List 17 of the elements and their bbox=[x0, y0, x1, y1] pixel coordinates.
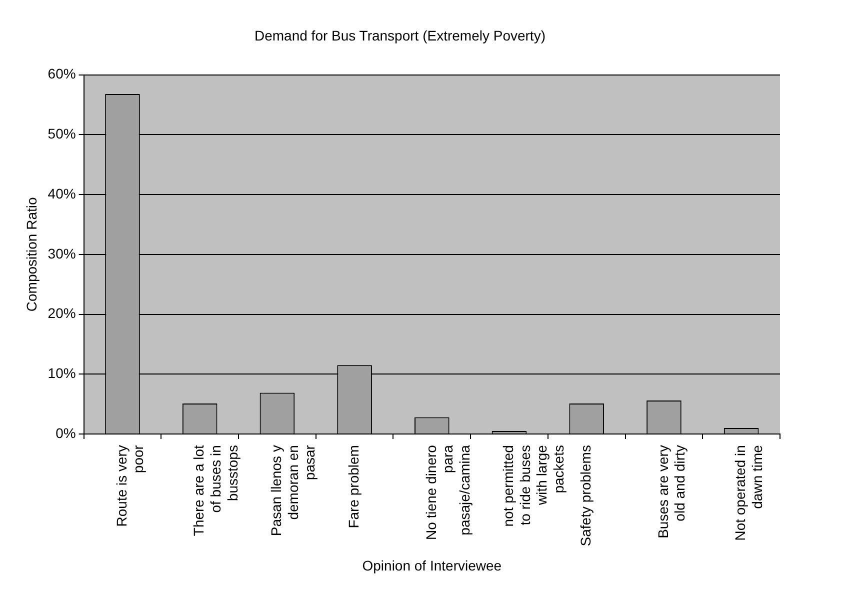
chart-title: Demand for Bus Transport (Extremely Poverty) bbox=[254, 27, 546, 44]
y-tick-label: 30% bbox=[48, 245, 76, 262]
x-tick-label: Pasan llenos y demoran en pasar bbox=[268, 444, 318, 536]
x-axis-title: Opinion of Interviewee bbox=[362, 557, 502, 574]
y-tick-label: 40% bbox=[48, 185, 76, 202]
x-tick-label: Buses are very old and dirty bbox=[654, 445, 688, 538]
y-tick-label: 0% bbox=[56, 424, 76, 441]
y-axis-title: Composition Ratio bbox=[23, 197, 40, 312]
x-tick-label: No tiene dinero para pasaje/camina bbox=[422, 444, 472, 540]
x-tick-label: Route is very poor bbox=[113, 444, 146, 527]
x-tick-label: Fare problem bbox=[345, 445, 362, 528]
x-tick-label: There are a lot of buses in busstops bbox=[190, 444, 240, 536]
y-tick-label: 10% bbox=[48, 365, 76, 382]
y-tick-label: 60% bbox=[48, 66, 76, 82]
y-tick-label: 50% bbox=[48, 126, 76, 142]
x-tick-label: Safety problems bbox=[577, 445, 594, 546]
y-tick-label: 20% bbox=[48, 305, 76, 322]
